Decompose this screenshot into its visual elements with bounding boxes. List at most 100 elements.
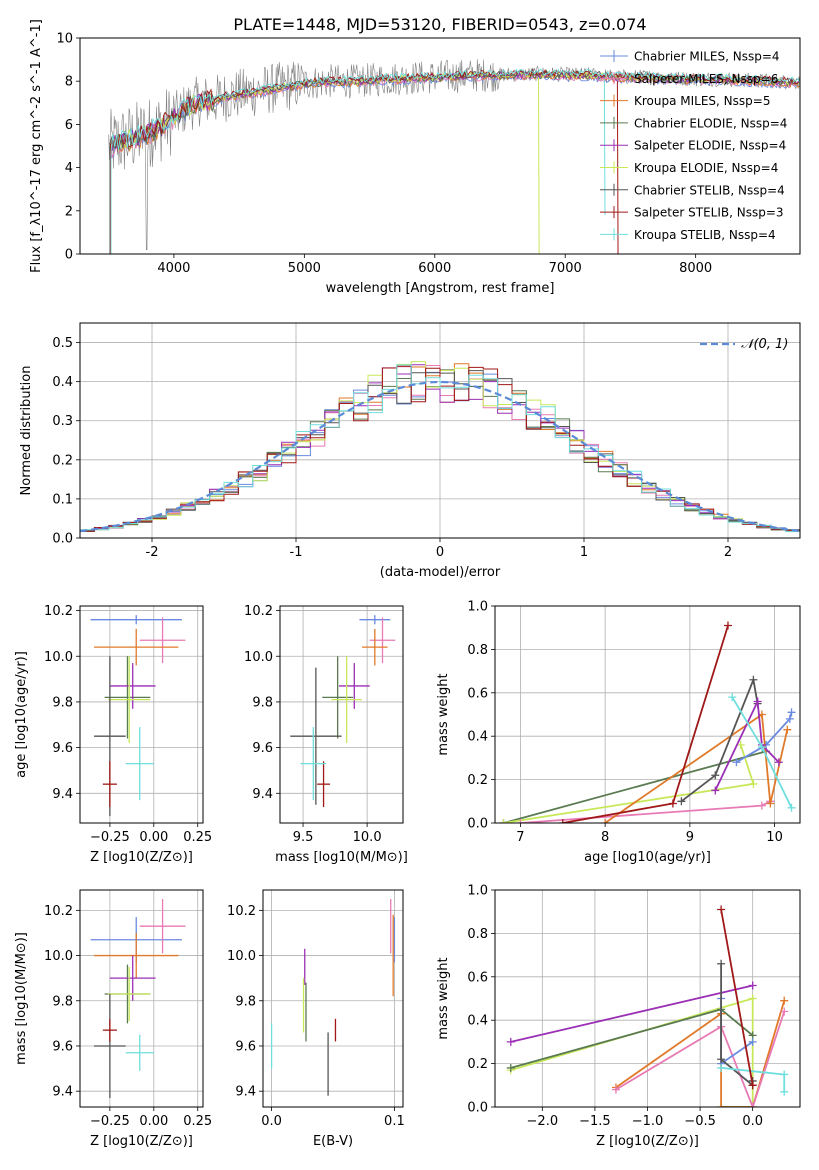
residuals-chart: -2 -1 0 1 2 0.0 0.1 0.2 0.3 0.4 0.5 (data-model)/er… bbox=[19, 322, 801, 580]
y-tick-label: 0.8 bbox=[467, 927, 488, 942]
x-axis-label: mass [log10(M/M⊙)] bbox=[275, 850, 408, 865]
x-tick-label: 8 bbox=[601, 830, 609, 845]
weight-line bbox=[736, 712, 793, 763]
x-tick-label: 0.1 bbox=[384, 1114, 405, 1129]
model-spectrum-line bbox=[110, 68, 800, 254]
residuals-plot-area bbox=[80, 361, 800, 538]
y-tick-label: 9.8 bbox=[235, 994, 256, 1009]
x-tick-label: 0.0 bbox=[742, 1114, 763, 1129]
weight-marker bbox=[787, 803, 796, 812]
x-tick-label: 0 bbox=[436, 545, 444, 560]
x-tick-label: 1 bbox=[580, 545, 588, 560]
weight-marker bbox=[780, 1007, 789, 1016]
y-tick-label: 0.5 bbox=[52, 336, 73, 351]
errorbar-point bbox=[369, 617, 396, 664]
gaussian-curve bbox=[80, 380, 800, 533]
mass-vs-z-chart: −0.25 0.00 0.25 9.4 9.6 9.8 10.0 10.2 Z [log10(Z… bbox=[14, 889, 212, 1149]
x-tick-label: 5000 bbox=[288, 261, 321, 276]
y-tick-label: 9.4 bbox=[52, 787, 73, 802]
weight-marker bbox=[748, 994, 757, 1003]
y-tick-label: 10.2 bbox=[244, 604, 273, 619]
y-tick-label: 10.0 bbox=[44, 949, 73, 964]
weight-marker bbox=[780, 1070, 789, 1079]
y-tick-label: 0.0 bbox=[52, 532, 73, 547]
x-tick-label: 4000 bbox=[157, 261, 190, 276]
y-axis-label: Flux [f_λ10^-17 erg cm^-2 s^-1 A^-1] bbox=[29, 19, 44, 273]
y-tick-label: 0 bbox=[65, 248, 73, 263]
model-spectrum-line bbox=[110, 70, 800, 254]
weight-line bbox=[720, 909, 754, 1086]
x-tick-label: 7 bbox=[516, 830, 524, 845]
weight-marker bbox=[611, 1085, 620, 1094]
y-tick-label: 0.6 bbox=[467, 970, 488, 985]
weight-marker bbox=[780, 1087, 789, 1096]
x-tick-label: 7000 bbox=[549, 261, 582, 276]
weight-marker bbox=[785, 714, 794, 723]
y-tick-label: 0.4 bbox=[467, 730, 488, 745]
errorbar-point bbox=[338, 663, 370, 709]
spectrum-legend: Chabrier MILES, Nssp=4 Salpeter MILES, Ns… bbox=[600, 50, 787, 242]
errorbar-point bbox=[300, 727, 327, 801]
y-tick-label: 9.6 bbox=[235, 1039, 256, 1054]
x-axis-label: age [log10(age/yr)] bbox=[584, 850, 711, 865]
weight-marker bbox=[748, 981, 757, 990]
errorbar-point bbox=[108, 966, 151, 1022]
errorbar-point bbox=[125, 727, 154, 801]
legend-entry: Kroupa MILES, Nssp=5 bbox=[634, 94, 770, 108]
x-axis-label: E(B-V) bbox=[313, 1134, 353, 1149]
weight-marker bbox=[748, 1081, 757, 1090]
weight-marker bbox=[717, 1055, 726, 1064]
weight-marker bbox=[723, 621, 732, 630]
mass-vs-ebv-chart: 0.0 0.1 9.4 9.6 9.8 10.0 10.2 E(B-V) bbox=[227, 889, 405, 1149]
weight-marker bbox=[717, 1063, 726, 1072]
x-tick-label: −2.0 bbox=[527, 1114, 559, 1129]
x-axis-label: wavelength [Angstrom, rest frame] bbox=[326, 281, 555, 296]
weight-marker bbox=[601, 819, 610, 823]
x-tick-label: 2 bbox=[724, 545, 732, 560]
x-tick-label: −0.5 bbox=[684, 1114, 716, 1129]
y-tick-label: 9.6 bbox=[52, 741, 73, 756]
weight-marker bbox=[749, 779, 758, 788]
spectrum-chart: 4000 5000 6000 7000 8000 0 2 4 6 8 10 wavelength [A… bbox=[29, 19, 801, 296]
x-tick-label: −0.25 bbox=[90, 830, 130, 845]
y-tick-label: 9.6 bbox=[252, 741, 273, 756]
errorbar-point bbox=[109, 663, 156, 709]
weight-line bbox=[520, 800, 771, 823]
legend-entry: Salpeter ELODIE, Nssp=4 bbox=[634, 139, 786, 153]
x-tick-label: 10 bbox=[766, 830, 783, 845]
y-tick-label: 0.3 bbox=[52, 414, 73, 429]
x-tick-label: −1.0 bbox=[632, 1114, 664, 1129]
y-tick-label: 0.0 bbox=[467, 817, 488, 832]
age-vs-mass-chart: 9.5 10.0 9.4 9.6 9.8 10.0 10.2 mass [log10(M/M⊙… bbox=[244, 604, 408, 865]
weight-line bbox=[510, 997, 754, 1107]
x-tick-label: 0.25 bbox=[183, 1114, 212, 1129]
weight-marker bbox=[717, 959, 726, 968]
weight-marker bbox=[732, 758, 741, 767]
axes-frame bbox=[79, 37, 801, 255]
weight-vs-z-chart: −2.0 −1.5 −1.0 −0.5 0.0 0.0 0.2 0.4 0.6 0.8 1.0 Z [… bbox=[436, 884, 801, 1149]
kroupa-stelib-drop-line bbox=[603, 79, 606, 216]
errorbar-point bbox=[362, 628, 388, 666]
x-tick-label: 6000 bbox=[418, 261, 451, 276]
errorbar-point bbox=[94, 932, 179, 979]
y-tick-label: 10.2 bbox=[44, 904, 73, 919]
y-tick-label: 10.2 bbox=[44, 604, 73, 619]
spectrum-plot-area bbox=[108, 59, 800, 254]
x-tick-label: 0.0 bbox=[261, 1114, 282, 1129]
weight-marker bbox=[780, 996, 789, 1005]
weight-line bbox=[562, 625, 729, 823]
errorbar-point bbox=[317, 761, 330, 808]
y-tick-label: 9.8 bbox=[252, 695, 273, 710]
legend-entry: Chabrier ELODIE, Nssp=4 bbox=[634, 116, 787, 130]
weight-marker bbox=[757, 801, 766, 810]
y-axis-label: mass [log10(M/M⊙)] bbox=[14, 932, 29, 1065]
weight-marker bbox=[748, 1103, 757, 1107]
weight-marker bbox=[757, 743, 766, 752]
y-tick-label: 1.0 bbox=[467, 600, 488, 615]
errorbar-point bbox=[139, 899, 186, 954]
axes-frame bbox=[494, 605, 801, 824]
y-tick-label: 0.6 bbox=[467, 686, 488, 701]
y-tick-label: 9.6 bbox=[52, 1039, 73, 1054]
weight-line bbox=[680, 676, 759, 803]
